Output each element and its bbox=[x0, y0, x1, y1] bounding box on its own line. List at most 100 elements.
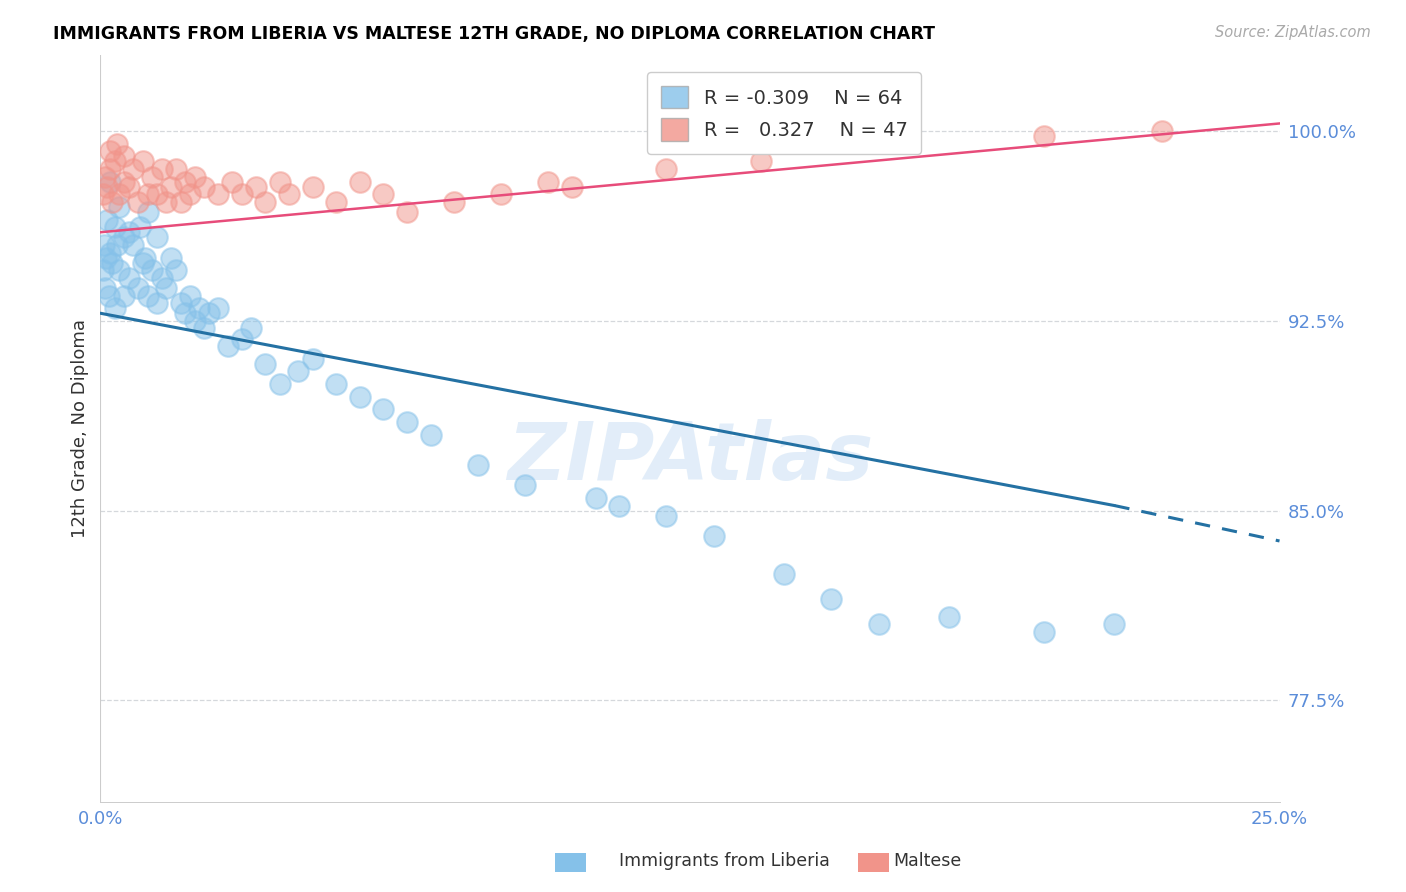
Point bbox=[269, 175, 291, 189]
Point bbox=[395, 415, 418, 429]
Point bbox=[141, 169, 163, 184]
Point bbox=[749, 154, 772, 169]
Point bbox=[96, 212, 118, 227]
Point bbox=[141, 263, 163, 277]
Point bbox=[136, 205, 159, 219]
Text: IMMIGRANTS FROM LIBERIA VS MALTESE 12TH GRADE, NO DIPLOMA CORRELATION CHART: IMMIGRANTS FROM LIBERIA VS MALTESE 12TH … bbox=[53, 25, 935, 43]
Text: Immigrants from Liberia: Immigrants from Liberia bbox=[619, 852, 830, 870]
Point bbox=[513, 478, 536, 492]
Point bbox=[98, 245, 121, 260]
Point bbox=[146, 296, 169, 310]
Point bbox=[101, 255, 124, 269]
Point bbox=[325, 194, 347, 209]
Point bbox=[183, 169, 205, 184]
Point bbox=[287, 364, 309, 378]
Point bbox=[301, 179, 323, 194]
Point bbox=[132, 255, 155, 269]
Point bbox=[373, 187, 395, 202]
Text: ZIPAtlas: ZIPAtlas bbox=[506, 419, 873, 497]
Point bbox=[127, 194, 149, 209]
Point bbox=[122, 238, 145, 252]
Y-axis label: 12th Grade, No Diploma: 12th Grade, No Diploma bbox=[72, 318, 89, 538]
Point bbox=[938, 610, 960, 624]
Point bbox=[105, 238, 128, 252]
Point bbox=[193, 321, 215, 335]
Point bbox=[245, 179, 267, 194]
Point bbox=[105, 136, 128, 151]
Point bbox=[118, 179, 141, 194]
Point bbox=[160, 251, 183, 265]
Point bbox=[419, 427, 441, 442]
Point bbox=[150, 161, 173, 176]
Point bbox=[188, 301, 211, 315]
Point bbox=[98, 175, 121, 189]
Point bbox=[97, 288, 120, 302]
Point bbox=[101, 194, 124, 209]
Point bbox=[155, 281, 177, 295]
Point bbox=[240, 321, 263, 335]
Point bbox=[207, 301, 229, 315]
Point bbox=[1104, 617, 1126, 632]
Point bbox=[122, 161, 145, 176]
Text: Source: ZipAtlas.com: Source: ZipAtlas.com bbox=[1215, 25, 1371, 40]
Point bbox=[655, 161, 678, 176]
Point bbox=[1032, 625, 1054, 640]
Point bbox=[198, 306, 221, 320]
Point bbox=[231, 187, 253, 202]
Point bbox=[561, 179, 583, 194]
Point bbox=[96, 179, 118, 194]
Point bbox=[254, 194, 277, 209]
Point bbox=[868, 617, 890, 632]
Point bbox=[129, 220, 152, 235]
Point bbox=[103, 220, 125, 235]
Point bbox=[112, 288, 135, 302]
Point bbox=[146, 187, 169, 202]
Point bbox=[165, 263, 187, 277]
Point bbox=[118, 225, 141, 239]
Point bbox=[183, 314, 205, 328]
Point bbox=[136, 288, 159, 302]
Point bbox=[349, 390, 371, 404]
Point bbox=[94, 169, 117, 184]
Point bbox=[1150, 124, 1173, 138]
Point bbox=[231, 332, 253, 346]
Point bbox=[127, 281, 149, 295]
Point bbox=[655, 508, 678, 523]
Point bbox=[467, 458, 489, 472]
Point bbox=[132, 154, 155, 169]
Point bbox=[103, 301, 125, 315]
Text: Maltese: Maltese bbox=[893, 852, 962, 870]
Point bbox=[134, 251, 156, 265]
Point bbox=[537, 175, 560, 189]
Point bbox=[112, 149, 135, 163]
Point bbox=[207, 187, 229, 202]
Point bbox=[94, 281, 117, 295]
Point bbox=[702, 529, 724, 543]
Point bbox=[136, 187, 159, 202]
Point bbox=[98, 161, 121, 176]
Point bbox=[91, 263, 114, 277]
Point bbox=[491, 187, 513, 202]
Point bbox=[254, 357, 277, 371]
Point bbox=[146, 230, 169, 244]
Point bbox=[169, 194, 191, 209]
Point bbox=[217, 339, 239, 353]
Point bbox=[108, 200, 131, 214]
Point bbox=[179, 288, 201, 302]
Point bbox=[155, 194, 177, 209]
Point bbox=[94, 251, 117, 265]
Point bbox=[165, 161, 187, 176]
Point bbox=[91, 187, 114, 202]
Point bbox=[373, 402, 395, 417]
Point bbox=[169, 296, 191, 310]
Point bbox=[98, 145, 121, 159]
Point bbox=[395, 205, 418, 219]
Legend: R = -0.309    N = 64, R =   0.327    N = 47: R = -0.309 N = 64, R = 0.327 N = 47 bbox=[647, 72, 921, 154]
Point bbox=[269, 377, 291, 392]
Point bbox=[820, 592, 842, 607]
Point bbox=[118, 270, 141, 285]
Point bbox=[160, 179, 183, 194]
Point bbox=[174, 175, 197, 189]
Point bbox=[108, 263, 131, 277]
Point bbox=[112, 230, 135, 244]
